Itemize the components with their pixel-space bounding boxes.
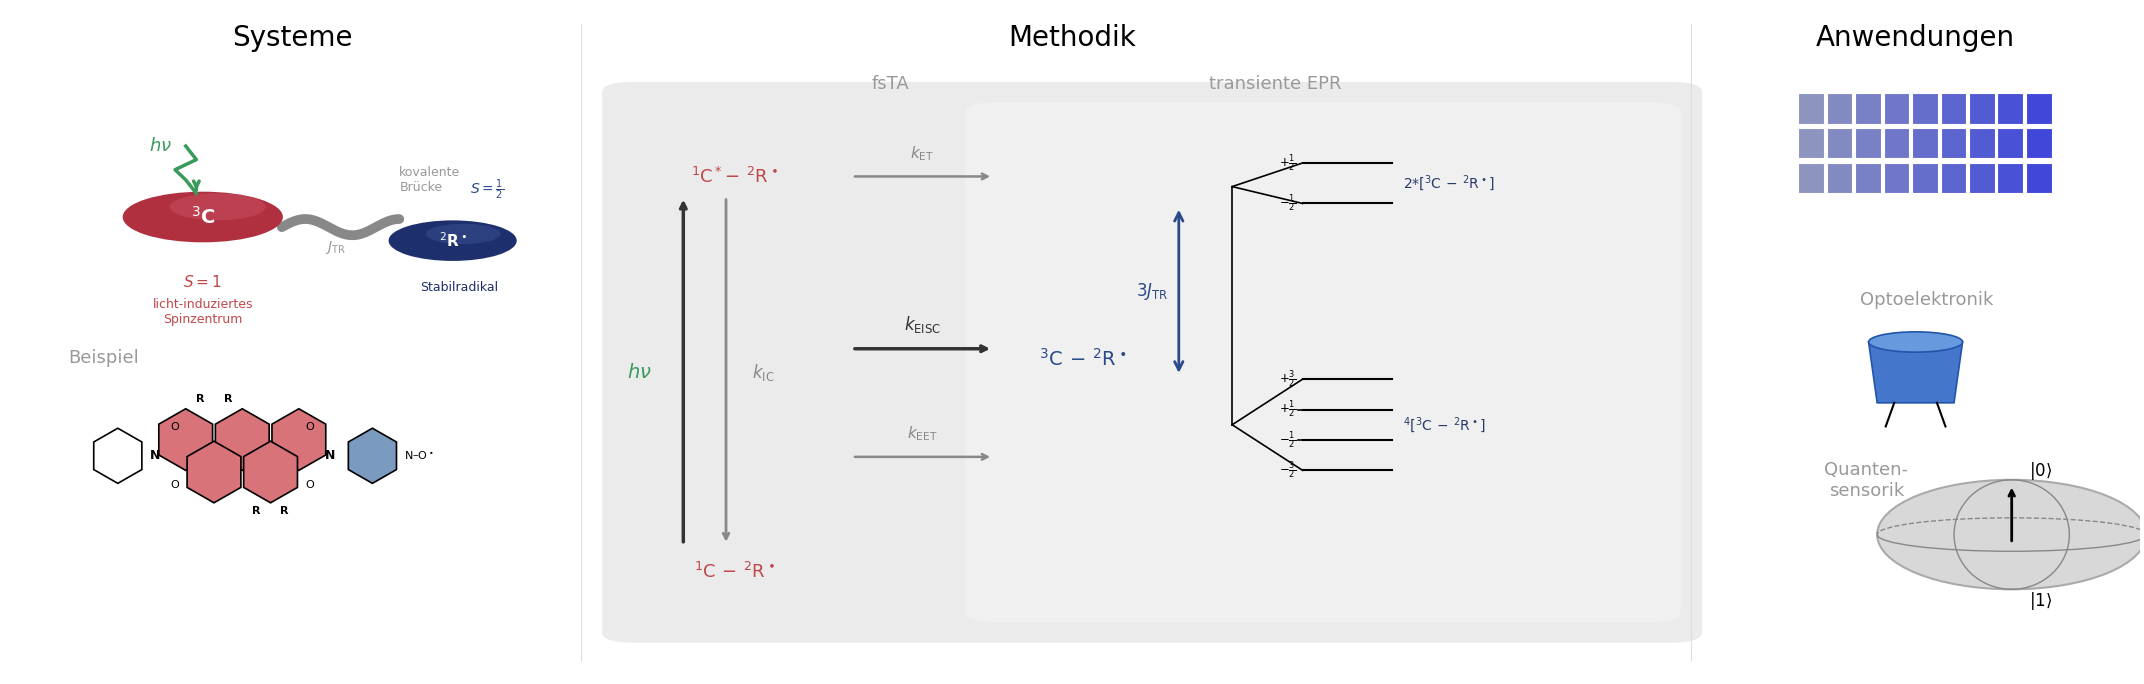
Polygon shape xyxy=(1870,342,1962,403)
Text: 2*[$^3$C$\,-\,^2$R$^\bullet$]: 2*[$^3$C$\,-\,^2$R$^\bullet$] xyxy=(1402,173,1494,193)
Ellipse shape xyxy=(169,194,266,220)
Text: $^3$C$\,-\,^2$R$^\bullet$: $^3$C$\,-\,^2$R$^\bullet$ xyxy=(1040,348,1126,370)
Polygon shape xyxy=(214,409,270,471)
Bar xyxy=(1855,93,1880,124)
Ellipse shape xyxy=(1870,332,1962,352)
Ellipse shape xyxy=(1878,480,2144,590)
Bar xyxy=(1912,128,1938,159)
Bar xyxy=(1827,93,1852,124)
Text: kovalente
Brücke: kovalente Brücke xyxy=(399,166,461,194)
Bar xyxy=(1799,93,1825,124)
Bar xyxy=(1799,128,1825,159)
Text: $^1$C$\,-\,^2$R$^\bullet$: $^1$C$\,-\,^2$R$^\bullet$ xyxy=(695,562,774,582)
Bar xyxy=(1998,128,2024,159)
Text: Anwendungen: Anwendungen xyxy=(1816,25,2015,53)
Text: $k_{\rm IC}$: $k_{\rm IC}$ xyxy=(753,362,774,383)
Text: R: R xyxy=(281,506,289,516)
Text: $|0\rangle$: $|0\rangle$ xyxy=(2028,460,2052,482)
Bar xyxy=(2026,93,2052,124)
Text: $+\frac{1}{2}$: $+\frac{1}{2}$ xyxy=(1280,399,1297,421)
Bar xyxy=(1885,128,1908,159)
Bar xyxy=(2026,163,2052,194)
Text: $S = 1$: $S = 1$ xyxy=(184,274,223,291)
Polygon shape xyxy=(272,409,326,471)
Bar xyxy=(1940,128,1966,159)
Bar xyxy=(2026,128,2052,159)
FancyBboxPatch shape xyxy=(602,82,1702,643)
Bar xyxy=(1940,163,1966,194)
Bar xyxy=(1968,93,1994,124)
Text: Stabilradikal: Stabilradikal xyxy=(420,281,497,294)
Bar xyxy=(1912,163,1938,194)
Text: O: O xyxy=(169,421,178,432)
Text: $k_{\rm ET}$: $k_{\rm ET}$ xyxy=(911,144,935,163)
Text: $3J_{\rm TR}$: $3J_{\rm TR}$ xyxy=(1136,281,1168,302)
Bar xyxy=(1855,128,1880,159)
Text: $^1$C$^*\!-\,^2$R$^\bullet$: $^1$C$^*\!-\,^2$R$^\bullet$ xyxy=(690,166,778,187)
Text: $h\nu$: $h\nu$ xyxy=(150,137,172,155)
Bar xyxy=(1885,93,1908,124)
Polygon shape xyxy=(159,409,212,471)
Text: $-\frac{1}{2}$: $-\frac{1}{2}$ xyxy=(1280,193,1297,214)
Ellipse shape xyxy=(388,220,517,261)
Bar xyxy=(1885,163,1908,194)
Ellipse shape xyxy=(122,192,283,242)
Bar xyxy=(1827,128,1852,159)
Text: R: R xyxy=(195,394,204,404)
Bar xyxy=(1998,93,2024,124)
Text: R: R xyxy=(223,394,232,404)
Text: $|1\rangle$: $|1\rangle$ xyxy=(2028,590,2052,612)
Text: O: O xyxy=(169,480,178,490)
Text: fsTA: fsTA xyxy=(873,75,909,93)
Text: O: O xyxy=(307,421,315,432)
Bar xyxy=(1968,163,1994,194)
Text: $+\frac{1}{2}$: $+\frac{1}{2}$ xyxy=(1280,152,1297,174)
Text: licht-induziertes
Spinzentrum: licht-induziertes Spinzentrum xyxy=(152,298,253,326)
Text: Beispiel: Beispiel xyxy=(69,349,139,367)
Text: $J_{\rm TR}$: $J_{\rm TR}$ xyxy=(324,239,345,256)
Text: $k_{\rm EET}$: $k_{\rm EET}$ xyxy=(907,425,937,443)
Text: $^3$C: $^3$C xyxy=(191,206,214,228)
Bar xyxy=(1827,163,1852,194)
Text: Quanten-
sensorik: Quanten- sensorik xyxy=(1825,461,1908,500)
Text: N: N xyxy=(324,449,334,462)
Text: $^2$R$^\bullet$: $^2$R$^\bullet$ xyxy=(440,231,467,250)
Text: $k_{\rm EISC}$: $k_{\rm EISC}$ xyxy=(905,314,941,335)
Text: Optoelektronik: Optoelektronik xyxy=(1859,291,1994,309)
Text: $^4$[$^3$C$\,-\,^2$R$^\bullet$]: $^4$[$^3$C$\,-\,^2$R$^\bullet$] xyxy=(1402,415,1486,435)
Bar xyxy=(1855,163,1880,194)
FancyBboxPatch shape xyxy=(965,102,1681,622)
Polygon shape xyxy=(94,428,142,484)
Text: $h\nu$: $h\nu$ xyxy=(626,363,652,382)
Text: transiente EPR: transiente EPR xyxy=(1209,75,1342,93)
Text: Systeme: Systeme xyxy=(232,25,354,53)
Polygon shape xyxy=(244,441,298,503)
Text: O: O xyxy=(307,480,315,490)
Bar xyxy=(1912,93,1938,124)
Bar xyxy=(1799,163,1825,194)
Text: $+\frac{3}{2}$: $+\frac{3}{2}$ xyxy=(1280,368,1297,390)
Text: $-\frac{3}{2}$: $-\frac{3}{2}$ xyxy=(1280,460,1297,482)
Bar xyxy=(1998,163,2024,194)
Ellipse shape xyxy=(427,224,502,244)
Text: N: N xyxy=(150,449,161,462)
Text: N–O$^\bullet$: N–O$^\bullet$ xyxy=(403,449,433,462)
Bar xyxy=(1940,93,1966,124)
Text: $-\frac{1}{2}$: $-\frac{1}{2}$ xyxy=(1280,429,1297,451)
Text: Methodik: Methodik xyxy=(1008,25,1136,53)
Polygon shape xyxy=(347,428,397,484)
Text: R: R xyxy=(253,506,262,516)
Text: $S = \frac{1}{2}$: $S = \frac{1}{2}$ xyxy=(470,178,504,202)
Bar xyxy=(1968,128,1994,159)
Polygon shape xyxy=(187,441,240,503)
